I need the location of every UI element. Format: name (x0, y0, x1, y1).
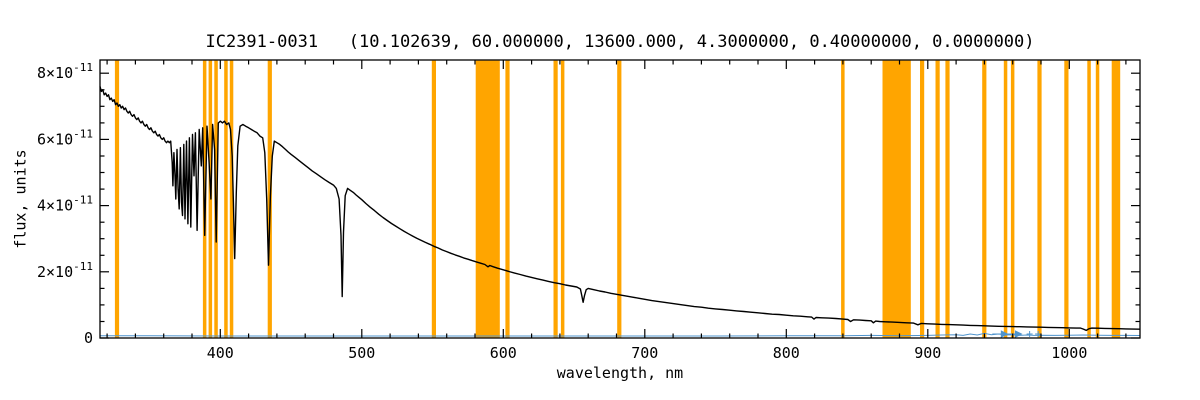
masked-band (945, 60, 950, 338)
masked-band (882, 60, 911, 338)
x-tick-label: 600 (490, 344, 517, 362)
stellar-spectrum-line (99, 86, 1141, 332)
x-axis-label: wavelength, nm (556, 364, 684, 382)
masked-bands-layer (114, 60, 1121, 338)
error-spectrum-line (99, 332, 1141, 337)
masked-band (553, 60, 558, 338)
masked-band (505, 60, 510, 338)
plus-marker-icon (1026, 331, 1033, 338)
y-tick-label: 6×10-11 (37, 127, 93, 148)
masked-band (1037, 60, 1042, 338)
masked-band (1064, 60, 1069, 338)
limit-arrow-icon (1006, 330, 1023, 338)
masked-band (1010, 60, 1015, 338)
masked-band (1095, 60, 1100, 338)
masked-band (1111, 60, 1121, 338)
x-tick-label: 500 (348, 344, 375, 362)
y-tick-label: 8×10-11 (37, 61, 93, 82)
masked-band (1087, 60, 1091, 338)
masked-band (841, 60, 845, 338)
masked-band (935, 60, 940, 338)
y-tick-label: 0 (84, 329, 93, 347)
masked-band (1003, 60, 1008, 338)
y-tick-label: 2×10-11 (37, 260, 93, 281)
x-tick-label: 900 (914, 344, 941, 362)
x-tick-label: 800 (773, 344, 800, 362)
axis-ticks-layer (100, 60, 1140, 339)
masked-band (224, 60, 228, 338)
limit-arrow-icon (992, 330, 1009, 338)
plus-marker-icon (1035, 331, 1042, 338)
y-tick-label: 4×10-11 (37, 194, 93, 215)
plot-frame (99, 59, 1141, 339)
masked-band (982, 60, 987, 338)
masked-band (114, 60, 120, 338)
masked-band (475, 60, 500, 338)
x-tick-label: 700 (631, 344, 658, 362)
masked-band (431, 60, 436, 338)
x-tick-label: 1000 (1051, 344, 1087, 362)
masked-band (229, 60, 234, 338)
x-tick-label: 400 (207, 344, 234, 362)
masked-band (560, 60, 565, 338)
plot-title: IC2391-0031 (10.102639, 60.000000, 13600… (205, 32, 1035, 52)
masked-band (617, 60, 622, 338)
masked-band (920, 60, 925, 338)
